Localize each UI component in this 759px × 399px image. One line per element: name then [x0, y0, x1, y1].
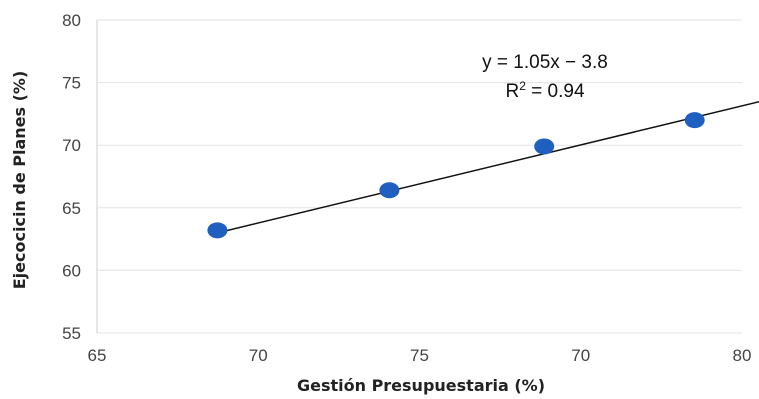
data-point-2: [534, 138, 555, 155]
x-tick-label-4: 80: [733, 346, 752, 365]
data-point-3: [684, 112, 705, 129]
r-squared-superscript: 2: [519, 79, 526, 93]
r-squared-symbol: R: [505, 81, 519, 102]
r-squared-label: R2 = 0.94: [505, 79, 584, 102]
y-tick-label-1: 60: [62, 261, 81, 280]
y-axis-title: Ejecocicin de Planes (%): [10, 71, 29, 290]
y-tick-labels: 55 60 65 70 75 80: [62, 11, 81, 343]
y-tick-label-2: 65: [62, 199, 81, 218]
x-tick-labels: 65 70 75 70 80: [88, 346, 752, 365]
x-tick-label-3: 70: [571, 346, 590, 365]
x-tick-label-2: 75: [410, 346, 429, 365]
data-point-0: [207, 222, 228, 239]
data-points: [207, 112, 705, 239]
x-tick-label-1: 70: [249, 346, 268, 365]
grid-layer: [97, 19, 742, 334]
x-axis-title: Gestión Presupuestaria (%): [297, 376, 545, 395]
y-tick-label-0: 55: [62, 324, 81, 343]
r-squared-value: = 0.94: [526, 81, 585, 102]
trendline-equation: y = 1.05x − 3.8: [482, 52, 608, 73]
y-tick-label-3: 70: [62, 136, 81, 155]
y-tick-label-5: 80: [62, 11, 81, 30]
y-tick-label-4: 75: [62, 74, 81, 93]
x-tick-label-0: 65: [88, 346, 107, 365]
data-point-1: [379, 182, 400, 199]
trendline: [217, 101, 759, 234]
